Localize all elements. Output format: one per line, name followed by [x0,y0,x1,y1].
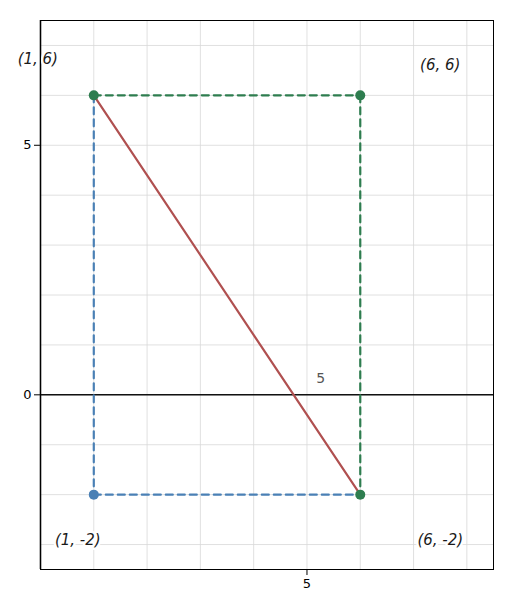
svg-text:(6, -2): (6, -2) [417,531,463,549]
svg-text:(1, 6): (1, 6) [18,50,58,68]
svg-text:5: 5 [316,370,325,386]
svg-text:5: 5 [23,137,31,152]
svg-text:0: 0 [23,387,31,402]
svg-text:(6, 6): (6, 6) [420,56,460,74]
svg-text:5: 5 [303,576,311,591]
svg-text:(1, -2): (1, -2) [55,531,101,549]
